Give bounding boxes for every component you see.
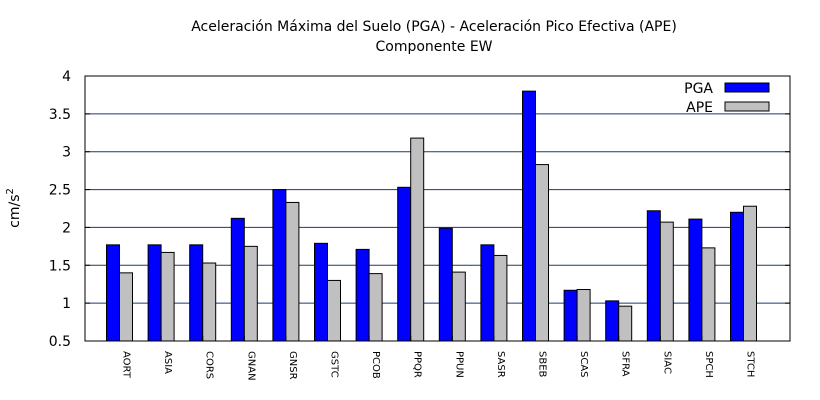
bar-ape-sbeb xyxy=(535,164,549,342)
bar-pga-scas xyxy=(563,289,578,342)
y-tick-label-6: 3.5 xyxy=(49,107,71,123)
x-tick-label-cors: CORS xyxy=(204,351,215,379)
bar-ape-cors xyxy=(202,262,217,342)
bar-pga-gnsr xyxy=(272,189,287,342)
bar-ape-gnan xyxy=(243,245,258,342)
bars xyxy=(106,90,757,342)
bar-pga-pcob xyxy=(355,248,370,342)
x-tick-label-stch: STCH xyxy=(745,351,756,377)
bar-pga-aort xyxy=(106,244,120,342)
legend-label-ape: APE xyxy=(686,100,713,116)
bar-ape-gstc xyxy=(327,279,341,342)
y-tick-label-7: 4 xyxy=(62,69,71,85)
bar-ape-sasr xyxy=(493,254,508,342)
bar-ape-gnsr xyxy=(285,201,300,342)
bar-pga-ppqr xyxy=(397,186,412,342)
x-tick-label-gnsr: GNSR xyxy=(287,351,298,380)
bar-ape-sfra xyxy=(618,305,633,342)
bar-pga-sasr xyxy=(480,244,495,342)
legend-swatch-pga xyxy=(724,82,770,93)
x-tick-label-asia: ASIA xyxy=(162,351,173,374)
bar-ape-ppun xyxy=(451,271,466,342)
bar-ape-scas xyxy=(576,289,591,342)
x-tick-label-ppun: PPUN xyxy=(453,351,464,378)
bar-pga-asia xyxy=(147,244,162,342)
legend-label-pga: PGA xyxy=(684,81,713,97)
bar-pga-ppun xyxy=(438,227,453,342)
x-tick-label-spch: SPCH xyxy=(703,351,714,378)
x-tick-label-sbeb: SBEB xyxy=(537,351,548,378)
bar-ape-spch xyxy=(701,247,716,342)
bar-pga-stch xyxy=(730,211,744,342)
x-tick-label-sfra: SFRA xyxy=(620,351,631,377)
bar-ape-aort xyxy=(119,272,133,342)
x-axis-categories: AORT ASIA CORS GNAN GNSR GSTC PCOB PPQR PPUN SASR… xyxy=(119,336,756,381)
y-axis-label-exponent: 2 xyxy=(5,188,16,194)
bar-pga-gstc xyxy=(314,242,328,342)
plot-frame xyxy=(84,75,791,342)
x-tick-label-scas: SCAS xyxy=(578,351,589,378)
bar-ape-ppqr xyxy=(410,137,425,342)
chart-title: Aceleración Máxima del Suelo (PGA) - Ace… xyxy=(191,19,677,35)
bar-pga-gnan xyxy=(230,217,245,342)
x-tick-label-sasr: SASR xyxy=(495,351,506,378)
chart-subtitle: Componente EW xyxy=(375,39,492,55)
x-tick-label-siac: SIAC xyxy=(661,351,672,374)
x-tick-label-gnan: GNAN xyxy=(245,351,256,381)
bar-pga-siac xyxy=(646,210,661,342)
bar-pga-sbeb xyxy=(522,90,536,342)
y-tick-label-5: 3 xyxy=(62,145,71,161)
y-axis-ticks: 0.5 1 1.5 2 2.5 3 3.5 4 xyxy=(49,69,790,350)
legend-swatch-ape xyxy=(724,101,770,112)
y-tick-label-4: 2.5 xyxy=(49,183,71,199)
x-tick-label-pcob: PCOB xyxy=(370,351,381,379)
bar-pga-spch xyxy=(688,218,703,342)
bar-pga-cors xyxy=(189,244,204,342)
y-tick-label-1: 1 xyxy=(62,296,71,312)
y-tick-label-0: 0.5 xyxy=(49,334,71,350)
legend: PGA APE xyxy=(684,81,770,116)
x-tick-label-ppqr: PPQR xyxy=(412,351,423,378)
bar-ape-pcob xyxy=(368,273,383,342)
bar-ape-asia xyxy=(160,251,175,342)
bar-ape-stch xyxy=(743,205,757,342)
bar-ape-siac xyxy=(659,221,674,342)
y-axis-label-unit: cm/s xyxy=(7,195,23,228)
y-tick-label-3: 2 xyxy=(62,220,71,236)
x-tick-label-aort: AORT xyxy=(121,351,132,379)
y-tick-label-2: 1.5 xyxy=(49,258,71,274)
x-tick-label-gstc: GSTC xyxy=(329,351,340,378)
y-axis-label: cm/s2 xyxy=(5,188,23,228)
bar-pga-sfra xyxy=(605,300,620,342)
